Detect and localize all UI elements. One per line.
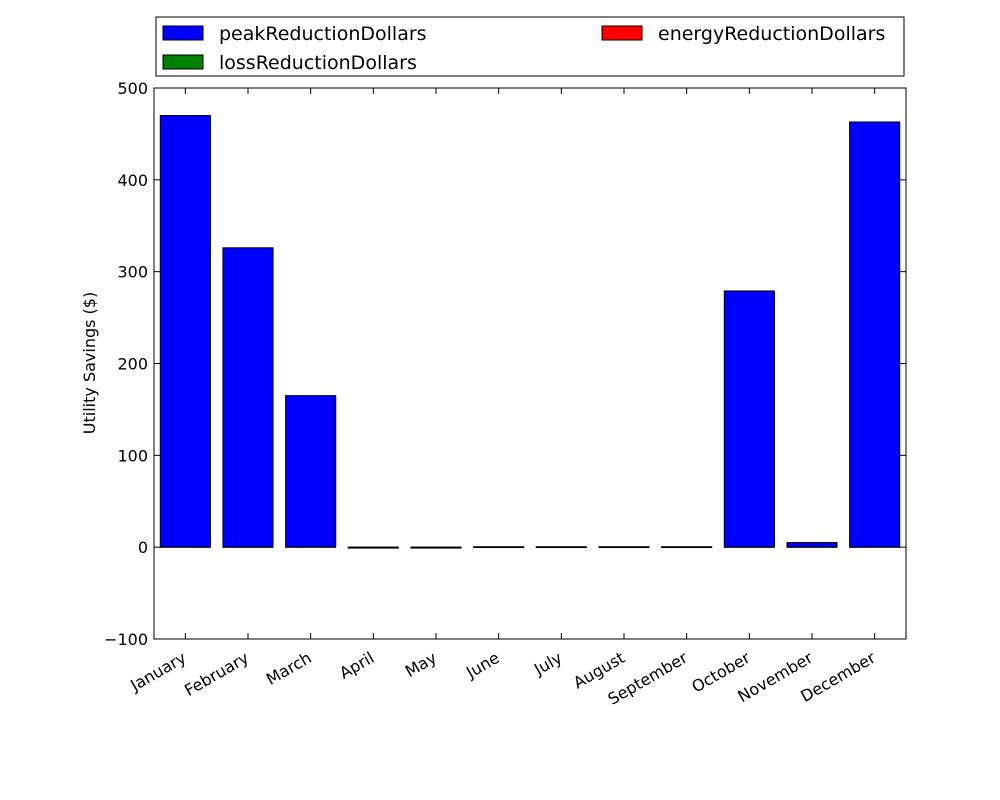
plot-frame [153, 87, 907, 640]
x-tick-label-january: January [126, 648, 189, 695]
bars-layer [159, 115, 901, 549]
x-tick-label-may: May [402, 648, 440, 681]
bar-peakReductionDollars-march [285, 395, 337, 548]
bar-peakReductionDollars-october [723, 290, 775, 548]
bar-peakReductionDollars-december [849, 121, 901, 548]
bar-peakReductionDollars-november [786, 542, 838, 548]
x-tick-label-july: July [530, 648, 565, 679]
bar-peakReductionDollars-february [222, 247, 274, 548]
legend-swatch-peak [162, 25, 204, 41]
y-tick-label: −100 [104, 630, 148, 649]
y-tick-label: 200 [117, 355, 148, 374]
legend-label-loss: lossReductionDollars [219, 52, 417, 74]
y-tick-label: 100 [117, 446, 148, 465]
y-tick-label: 500 [117, 79, 148, 98]
legend-label-energy: energyReductionDollars [658, 23, 885, 45]
x-tick-label-march: March [263, 648, 315, 689]
legend: peakReductionDollars lossReductionDollar… [155, 16, 905, 77]
x-tick-label-february: February [181, 648, 252, 700]
legend-swatch-energy [601, 25, 643, 41]
x-tick-label-june: June [462, 648, 503, 682]
x-tick-label-april: April [336, 648, 377, 683]
legend-swatch-loss [162, 54, 204, 70]
y-axis-label: Utility Savings ($) [80, 292, 99, 434]
bar-peakReductionDollars-january [159, 115, 211, 548]
y-tick-label: 400 [117, 171, 148, 190]
legend-label-peak: peakReductionDollars [219, 23, 427, 45]
y-tick-label: 300 [117, 263, 148, 282]
y-tick-label: 0 [138, 538, 148, 557]
